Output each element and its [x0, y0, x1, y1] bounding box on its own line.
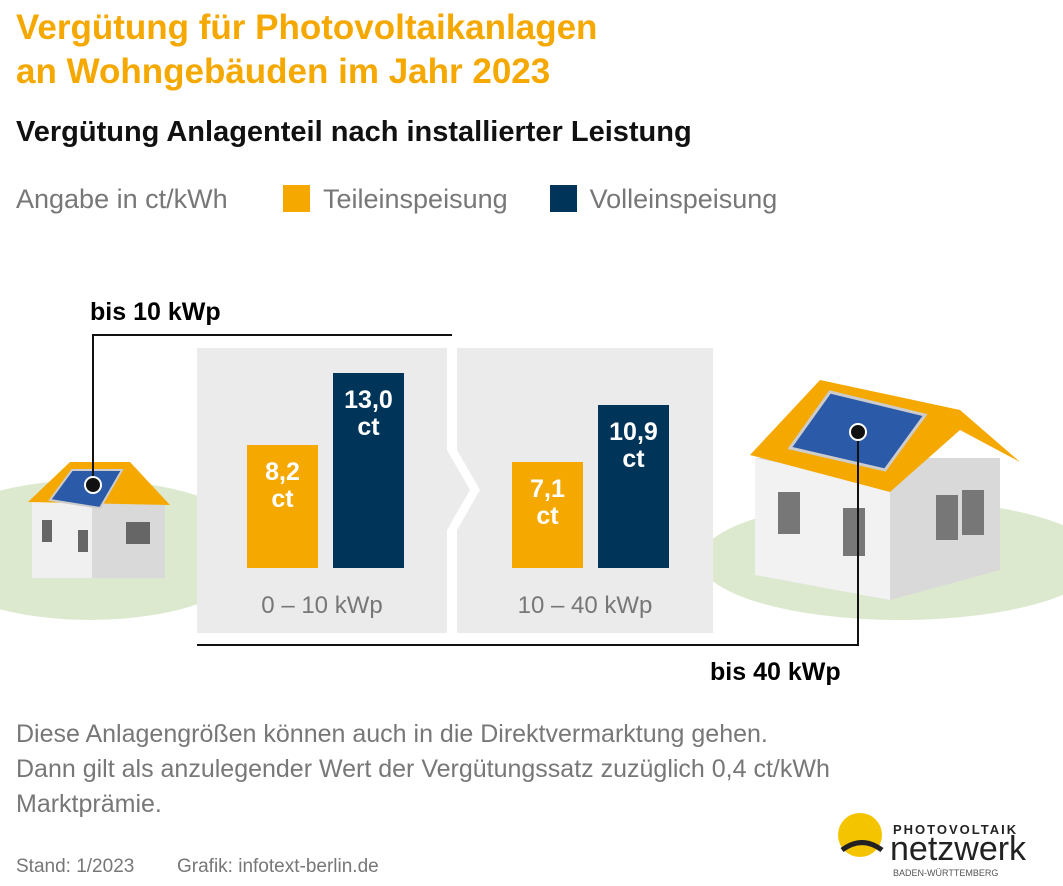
- title: Vergütung für Photovoltaikanlagen: [16, 8, 598, 47]
- legend-label: Teileinspeisung: [323, 184, 508, 214]
- x-tick-label: 0 – 10 kWp: [261, 592, 383, 619]
- logo-text: PHOTOVOLTAIK: [893, 822, 1019, 837]
- bar: 10,9 ct: [598, 404, 669, 568]
- footer: Stand: 1/2023: [16, 856, 135, 877]
- logo-text: BADEN-WÜRTTEMBERG: [893, 868, 999, 878]
- note: Dann gilt als anzulegender Wert der Verg…: [16, 755, 830, 783]
- annotation: bis 10 kWp: [90, 298, 221, 326]
- logo-text: netzwerk: [890, 830, 1027, 868]
- legend-swatch: [549, 185, 577, 212]
- x-tick-label: 10 – 40 kWp: [517, 592, 653, 619]
- footer: Grafik: infotext-berlin.de: [177, 856, 379, 877]
- bar: 13,0 ct: [333, 373, 404, 568]
- note: Diese Anlagengrößen können auch in die D…: [16, 720, 768, 748]
- value-label: 13,0 ct: [344, 386, 393, 441]
- value-label: 8,2 ct: [265, 458, 300, 513]
- subtitle: Vergütung Anlagenteil nach installierter…: [16, 116, 692, 148]
- annotation: bis 40 kWp: [710, 658, 841, 686]
- bar: 7,1 ct: [512, 461, 583, 568]
- value-label: 7,1 ct: [530, 474, 565, 530]
- note: Marktprämie.: [16, 790, 162, 818]
- bar: 8,2 ct: [247, 445, 318, 568]
- legend-swatch: [283, 185, 310, 212]
- title: an Wohngebäuden im Jahr 2023: [16, 52, 551, 91]
- legend-label: Volleinspeisung: [589, 184, 778, 214]
- value-label: 10,9 ct: [609, 417, 658, 473]
- unit-label: Angabe in ct/kWh: [16, 184, 228, 214]
